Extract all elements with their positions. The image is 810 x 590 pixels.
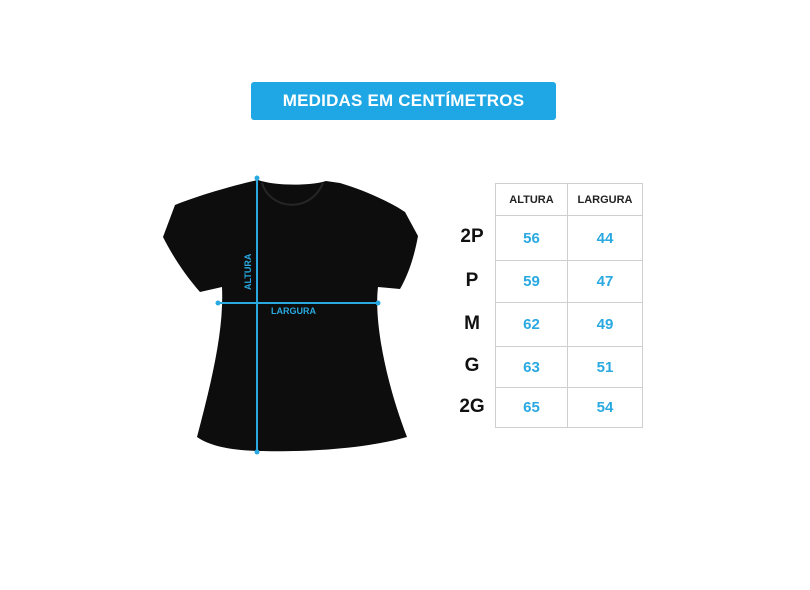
height-label: ALTURA — [243, 253, 253, 290]
table-header-row: ALTURA LARGURA — [495, 183, 643, 216]
tshirt-image — [163, 180, 418, 452]
size-label: 2G — [459, 396, 485, 417]
largura-cell: 54 — [567, 387, 643, 428]
size-label: M — [464, 313, 480, 334]
height-line-end — [254, 175, 260, 181]
width-line-end — [375, 300, 381, 306]
table-row: 63 51 — [495, 346, 643, 388]
largura-cell: 44 — [567, 215, 643, 261]
largura-cell: 47 — [567, 260, 643, 303]
altura-cell: 62 — [495, 302, 568, 347]
size-label: 2P — [460, 226, 484, 247]
header-altura: ALTURA — [495, 183, 568, 216]
altura-cell: 65 — [495, 387, 568, 428]
table-row: 65 54 — [495, 387, 643, 428]
altura-cell: 63 — [495, 346, 568, 388]
largura-cell: 51 — [567, 346, 643, 388]
size-table: ALTURA LARGURA 56 44 59 47 62 49 63 51 6… — [495, 183, 643, 428]
altura-cell: 59 — [495, 260, 568, 303]
header-largura: LARGURA — [567, 183, 643, 216]
table-row: 56 44 — [495, 215, 643, 261]
width-label: LARGURA — [271, 306, 316, 316]
altura-cell: 56 — [495, 215, 568, 261]
table-row: 62 49 — [495, 302, 643, 347]
largura-cell: 49 — [567, 302, 643, 347]
title-banner: MEDIDAS EM CENTÍMETROS — [251, 82, 556, 120]
table-row: 59 47 — [495, 260, 643, 303]
size-label: G — [464, 355, 480, 376]
height-line-end — [254, 449, 260, 455]
width-line-end — [215, 300, 221, 306]
size-label: P — [465, 270, 479, 291]
neckline — [261, 182, 324, 206]
